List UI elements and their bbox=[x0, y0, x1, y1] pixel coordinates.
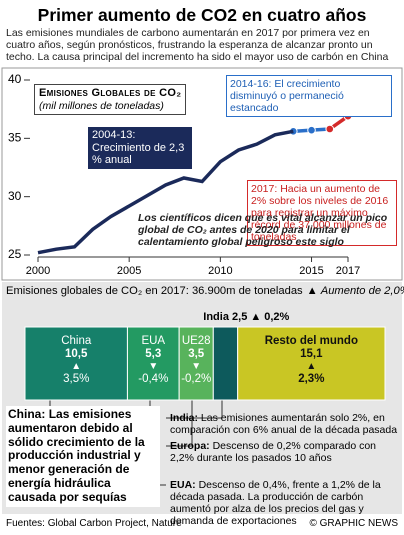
segment-label: China 10,5 ▲ 3,5% bbox=[25, 335, 127, 386]
change-label: -0,2% bbox=[181, 372, 212, 385]
category: UE28 bbox=[181, 335, 211, 347]
value-label: 15,1 bbox=[300, 348, 323, 361]
bar-title: Emisiones globales de CO₂ en 2017: 36.90… bbox=[6, 285, 404, 298]
arrow: ▲ bbox=[306, 285, 318, 297]
chart-title-box: Emisiones Globales de CO₂ (mil millones d… bbox=[34, 84, 187, 115]
y-tick-label: 25 bbox=[8, 247, 22, 261]
x-tick-label: 2005 bbox=[117, 265, 141, 277]
value-label: 2,5 bbox=[232, 311, 248, 323]
note: Europa: Descenso de 0,2% comparado con 2… bbox=[170, 440, 398, 464]
category: Resto del mundo bbox=[264, 335, 358, 347]
x-tick-label: 2015 bbox=[299, 265, 323, 277]
segment-label: India 2,5 ▲ 0,2% bbox=[203, 311, 289, 324]
value-label: 3,5 bbox=[188, 348, 205, 361]
bar-segment bbox=[24, 326, 128, 401]
note: EUA: Descenso de 0,4%, frente a 1,2% de … bbox=[170, 479, 398, 527]
title: Primer aumento de CO2 en cuatro años bbox=[37, 5, 367, 25]
bar-segment bbox=[126, 326, 180, 401]
x-tick-label: 2017 bbox=[336, 265, 360, 277]
change-label: 3,5% bbox=[63, 372, 90, 385]
bar-segment bbox=[237, 326, 386, 401]
segment-label: UE28 3,5 ▼ -0,2% bbox=[179, 335, 213, 386]
segment-label: Resto del mundo 15,1 ▲ 2,3% bbox=[238, 335, 385, 386]
note-text: Las emisiones aumentarán solo 2%, en com… bbox=[170, 412, 398, 437]
note-text: Descenso de 0,2% comparado con 2,2% dura… bbox=[170, 440, 377, 465]
bar-change: Aumento de 2,0% bbox=[320, 285, 404, 297]
value-label: 10,5 bbox=[65, 348, 88, 361]
footer-source: Fuentes: Global Carbon Project, Nature bbox=[6, 518, 182, 529]
note-label: India: bbox=[170, 412, 198, 424]
note-label: Europa: bbox=[170, 440, 210, 452]
category: India bbox=[203, 311, 229, 323]
line bbox=[37, 129, 294, 255]
arrow: ▲ bbox=[250, 311, 262, 323]
change-label: 2,3% bbox=[298, 372, 325, 385]
y-tick-label: 30 bbox=[8, 189, 22, 203]
arrow: ▲ bbox=[71, 361, 82, 373]
subtitle: Las emisiones mundiales de carbono aumen… bbox=[6, 27, 389, 64]
note-text: Las emisiones aumentaron debido al sólid… bbox=[8, 407, 145, 504]
change-label: -0,4% bbox=[138, 372, 169, 385]
y-tick-label: 40 bbox=[8, 72, 22, 86]
annotation: 2014-16: El crecimiento disminuyó o perm… bbox=[226, 75, 392, 118]
arrow: ▼ bbox=[148, 361, 159, 373]
bar-segment bbox=[212, 326, 239, 401]
note-label: EUA: bbox=[170, 479, 196, 491]
bar-segment bbox=[178, 326, 214, 401]
segment-label: EUA 5,3 ▼ -0,4% bbox=[127, 335, 179, 386]
arrow: ▼ bbox=[191, 361, 202, 373]
bar-title-text: Emisiones globales de CO₂ en 2017: 36.90… bbox=[6, 285, 303, 297]
y-tick-label: 35 bbox=[8, 131, 22, 145]
change-label: 0,2% bbox=[264, 311, 290, 323]
note-china: China: Las emisiones aumentaron debido a… bbox=[6, 406, 160, 507]
x-tick-label: 2000 bbox=[26, 265, 50, 277]
annotation: Los científicos dicen que es vital alcan… bbox=[138, 212, 388, 249]
point bbox=[325, 124, 335, 134]
note-text: Descenso de 0,4%, frente a 1,2% de la dé… bbox=[170, 479, 381, 528]
point bbox=[307, 125, 316, 135]
y-axis-label: (mil millones de toneladas) bbox=[39, 99, 164, 112]
category: China bbox=[61, 335, 92, 347]
chart-title: Emisiones Globales de CO₂ bbox=[39, 87, 182, 99]
note-label: China: bbox=[8, 407, 46, 421]
x-tick-label: 2010 bbox=[208, 265, 232, 277]
category: EUA bbox=[141, 335, 166, 347]
annotation: 2004-13: Crecimiento de 2,3 % anual bbox=[88, 127, 192, 169]
value-label: 5,3 bbox=[145, 348, 162, 361]
footer-credit: © GRAPHIC NEWS bbox=[309, 518, 399, 529]
arrow: ▲ bbox=[306, 361, 317, 373]
annotation: 2017: Hacia un aumento de 2% sobre los n… bbox=[247, 180, 397, 247]
note: India: Las emisiones aumentarán solo 2%,… bbox=[170, 412, 398, 436]
